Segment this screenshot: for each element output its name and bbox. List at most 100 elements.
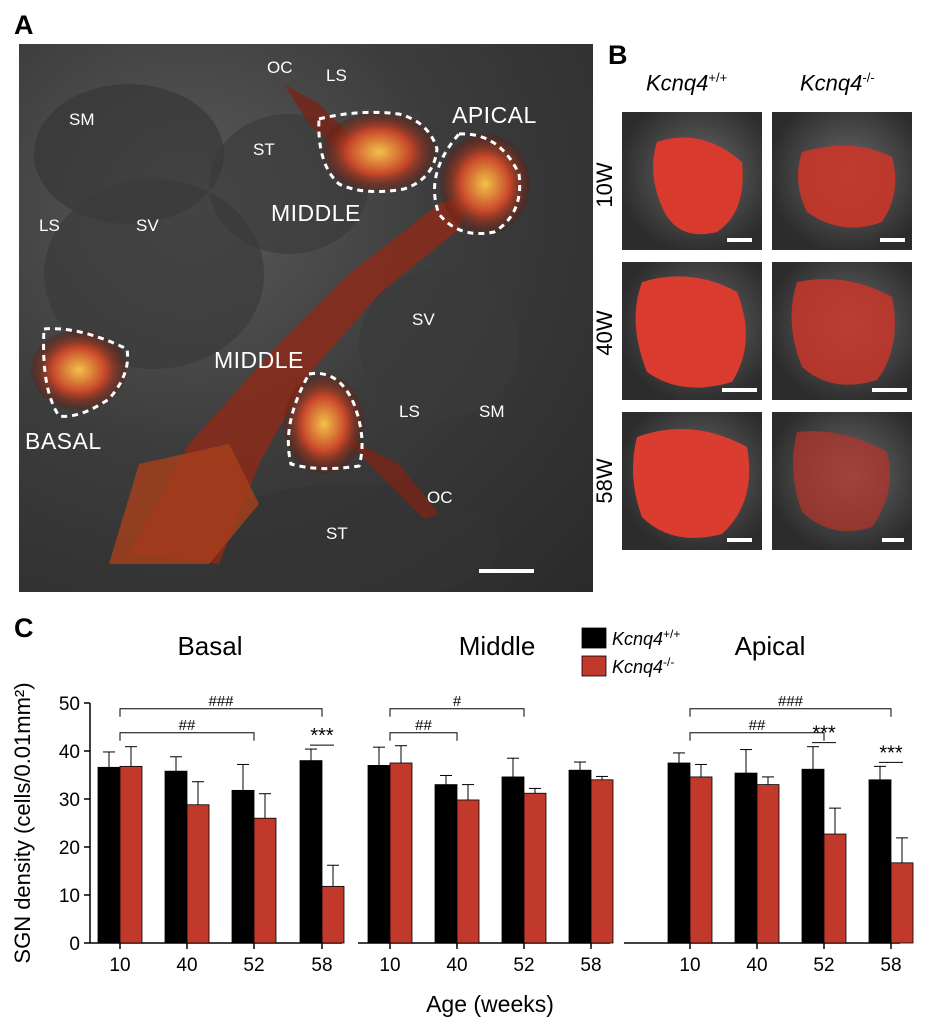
label-sm-left: SM: [69, 110, 95, 129]
scale-bar-wt-10w: [727, 238, 752, 242]
bar: [689, 776, 713, 944]
bar: [890, 862, 914, 944]
bar: [801, 768, 825, 944]
x-tick-label: 52: [813, 955, 834, 976]
significance-bracket: [689, 708, 892, 717]
legend-swatch: [581, 627, 607, 649]
x-tick-label: 58: [880, 955, 901, 976]
col-header-wt-genotype: +/+: [708, 70, 728, 85]
y-axis-label: SGN density (cells/0.01mm²): [10, 682, 35, 963]
significance-bracket: [389, 732, 458, 741]
y-tick-label: 10: [59, 886, 80, 907]
outline-apical: [433, 132, 522, 236]
scale-bar-wt-40w: [722, 388, 757, 392]
x-tick-label: 52: [243, 955, 264, 976]
bar: [523, 792, 547, 944]
col-header-ko-gene: Kcnq4: [800, 70, 863, 96]
bar: [456, 799, 480, 944]
significance-label: ###: [208, 693, 234, 710]
significance-stars: ***: [310, 725, 334, 747]
label-oc-top: OC: [267, 58, 293, 77]
x-tick-label: 10: [109, 955, 130, 976]
bar: [756, 784, 780, 944]
group-title: Middle: [459, 631, 536, 661]
col-header-ko: Kcnq4-/-: [800, 70, 875, 96]
row-label-58w: 58W: [592, 458, 617, 504]
cochlea-section-image: OC LS SM APICAL ST MIDDLE LS SV SV MIDDL…: [19, 44, 593, 592]
label-basal: BASAL: [25, 428, 102, 454]
bar: [321, 885, 345, 944]
ganglion-ko-58w: [793, 431, 890, 532]
x-tick-label: 52: [513, 955, 534, 976]
significance-bracket: [689, 732, 825, 741]
legend-gene: Kcnq4: [612, 657, 663, 677]
bar: [734, 772, 758, 944]
label-sm-right: SM: [479, 402, 505, 421]
scale-bar-ko-40w: [872, 388, 907, 392]
bar: [231, 789, 255, 944]
panel-letter-a: A: [14, 10, 34, 40]
significance-bracket: [119, 708, 323, 717]
significance-stars: ***: [879, 742, 903, 764]
group-title: Basal: [177, 631, 242, 661]
scale-bar-ko-58w: [882, 538, 904, 542]
x-tick-label: 10: [679, 955, 700, 976]
panel-letter-b: B: [608, 40, 628, 70]
bar: [253, 817, 277, 944]
label-st-bottom: ST: [326, 524, 348, 543]
bar: [164, 770, 188, 944]
legend-genotype: -/-: [663, 655, 674, 669]
significance-label: ##: [179, 717, 196, 734]
x-tick-label: 40: [746, 955, 767, 976]
significance-label: #: [453, 693, 462, 710]
tile-ko-40w: [772, 262, 912, 400]
bar: [823, 833, 847, 944]
ganglion-ko-10w: [798, 145, 896, 228]
ganglion-wt-10w: [653, 137, 743, 235]
legend-label: Kcnq4-/-: [612, 655, 674, 677]
label-st-top: ST: [253, 140, 275, 159]
row-label-40w: 40W: [592, 310, 617, 356]
bar: [389, 762, 413, 944]
cochlea-section-drawing: [31, 84, 534, 592]
tile-wt-58w: [622, 412, 762, 550]
tile-ko-10w: [772, 112, 912, 250]
significance-label: ##: [415, 717, 432, 734]
scale-bar-ko-10w: [880, 238, 905, 242]
ganglion-middle-top: [322, 112, 436, 192]
significance-bracket: [119, 732, 255, 741]
y-tick-label: 0: [69, 934, 80, 955]
bar: [299, 760, 323, 944]
label-oc-bottom: OC: [427, 488, 453, 507]
outline-basal: [42, 327, 130, 418]
label-sv-left: SV: [136, 216, 159, 235]
bar: [97, 766, 121, 944]
tile-wt-40w: [622, 262, 762, 400]
legend-gene: Kcnq4: [612, 629, 663, 649]
y-tick-label: 50: [59, 694, 80, 715]
bar: [367, 765, 391, 944]
y-tick-label: 40: [59, 742, 80, 763]
tile-ko-58w: [772, 412, 912, 550]
basal-fibers: [109, 444, 259, 564]
col-header-ko-genotype: -/-: [862, 70, 875, 85]
bar: [868, 779, 892, 944]
label-apical: APICAL: [452, 102, 537, 128]
ganglion-ko-40w: [791, 279, 895, 385]
panel-letter-c: C: [14, 613, 34, 643]
legend-label: Kcnq4+/+: [612, 627, 680, 649]
significance-bracket: [389, 708, 525, 717]
ganglion-apical: [440, 134, 530, 234]
x-tick-label: 58: [580, 955, 601, 976]
legend-genotype: +/+: [663, 627, 680, 641]
bar: [434, 784, 458, 944]
x-tick-label: 10: [379, 955, 400, 976]
bar: [186, 804, 210, 944]
bottom-fibers: [339, 434, 439, 519]
ganglion-wt-58w: [633, 429, 750, 538]
bar: [590, 779, 614, 944]
y-tick-label: 30: [59, 790, 80, 811]
sgn-density-chart: 0 10 20 30 40 50 SGN density (cells/0.01mm²) Ag…: [10, 627, 914, 1017]
ganglion-wt-40w: [635, 276, 746, 388]
x-tick-label: 40: [176, 955, 197, 976]
